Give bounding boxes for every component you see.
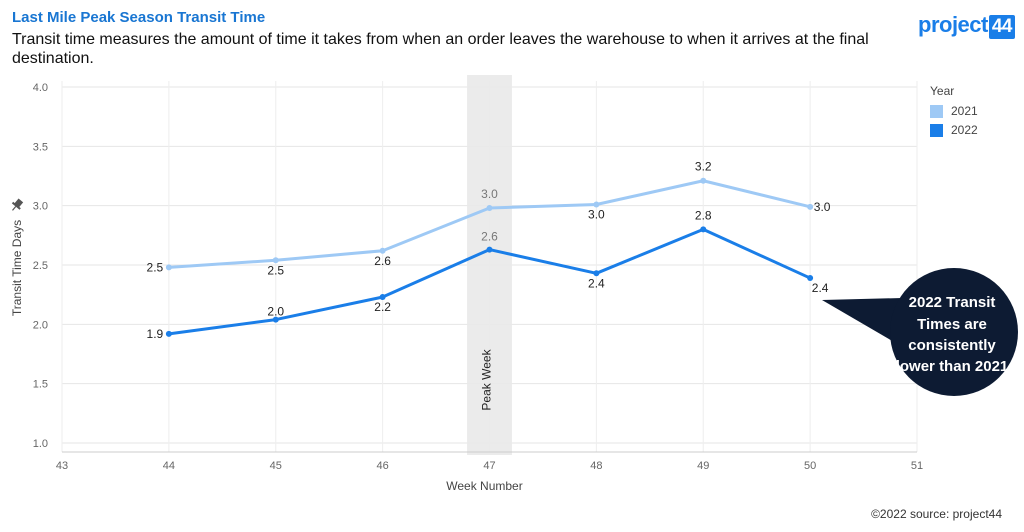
y-tick-label: 2.0 [33,319,48,331]
legend-swatch-2022 [930,123,943,137]
data-point-2022 [379,294,386,301]
x-tick-label: 50 [804,460,816,472]
callout-text: 2022 Transit Times are consistently lower t… [896,294,1009,375]
y-tick-label: 4.0 [33,82,48,94]
x-tick-label: 49 [697,460,709,472]
legend: Year 2021 2022 [930,84,978,142]
data-point-2021 [807,203,814,210]
data-point-2022 [593,270,600,277]
legend-title: Year [930,84,955,98]
legend-item-2022[interactable]: 2022 [930,123,978,137]
data-point-2022 [700,226,707,233]
data-point-2022 [486,246,493,253]
x-tick-label: 51 [911,460,923,472]
data-label-2022: 2.8 [695,208,712,222]
chart-title: Last Mile Peak Season Transit Time [12,9,266,26]
peak-week-band [467,75,512,455]
data-point-2022 [807,275,814,282]
pin-icon [11,198,24,211]
callout: 2022 Transit Times are consistently lower t… [822,268,1018,396]
callout-text-line: Times are [917,316,987,333]
logo-number: 44 [988,15,1015,39]
data-label-2022: 2.2 [374,300,391,314]
data-label-2022: 2.6 [481,230,498,244]
data-label-2022: 2.0 [267,305,284,319]
x-tick-label: 45 [270,460,282,472]
data-label-2022: 2.4 [588,276,605,290]
legend-swatch-2021 [930,104,943,118]
callout-text-line: lower than 2021 [896,358,1009,375]
y-axis-title: Transit Time Days [10,220,24,316]
y-tick-label: 3.5 [33,141,48,153]
data-label-2021: 3.0 [814,200,831,214]
data-label-2022: 1.9 [147,327,164,341]
callout-text-line: consistently [908,337,996,354]
data-label-2021: 2.5 [147,260,164,274]
y-tick-label: 1.5 [33,379,48,391]
legend-label-2021: 2021 [951,104,978,118]
y-tick-label: 3.0 [33,201,48,213]
x-axis-title: Week Number [446,479,522,493]
data-label-2021: 3.2 [695,160,712,174]
callout-bubble [890,268,1018,396]
data-point-2021 [486,205,493,212]
data-point-2021 [593,201,600,208]
data-label-2021: 3.0 [481,187,498,201]
x-tick-label: 48 [590,460,602,472]
data-label-2022: 2.4 [812,281,829,295]
data-point-2022 [272,316,279,323]
project44-logo: project 44 [918,12,1015,39]
data-point-2021 [272,257,279,264]
data-point-2022 [165,330,172,337]
data-label-2021: 3.0 [588,207,605,221]
x-tick-label: 44 [163,460,175,472]
source-footer: ©2022 source: project44 [871,507,1002,521]
legend-label-2022: 2022 [951,123,978,137]
data-label-2021: 2.5 [267,263,284,277]
x-tick-label: 46 [377,460,389,472]
callout-pointer [822,298,902,342]
peak-week-label: Peak Week [480,348,494,410]
series [165,177,814,337]
y-tick-label: 2.5 [33,260,48,272]
x-tick-label: 47 [483,460,495,472]
data-label-2021: 2.6 [374,254,391,268]
data-labels: 2.5 2.5 2.6 3.0 3.0 3.2 3.0 1.9 2.0 2.2 2.6 2.4 2.8 2… [147,160,831,341]
logo-text: project [918,12,988,37]
data-point-2021 [379,247,386,254]
legend-item-2021[interactable]: 2021 [930,104,978,118]
data-point-2021 [165,264,172,271]
y-tick-label: 1.0 [33,438,48,450]
peak-week-band-group: Peak Week [467,75,512,455]
chart-subtitle: Transit time measures the amount of time… [12,31,869,67]
x-tick-label: 43 [56,460,68,472]
data-point-2021 [700,177,707,184]
pin-icon-needle [12,206,17,211]
pin-icon-base [11,201,21,210]
axes: 1.0 1.5 2.0 2.5 3.0 3.5 4.0 43 44 45 46 47 48 49 50 51 W… [10,82,923,493]
callout-text-line: 2022 Transit [909,294,996,311]
